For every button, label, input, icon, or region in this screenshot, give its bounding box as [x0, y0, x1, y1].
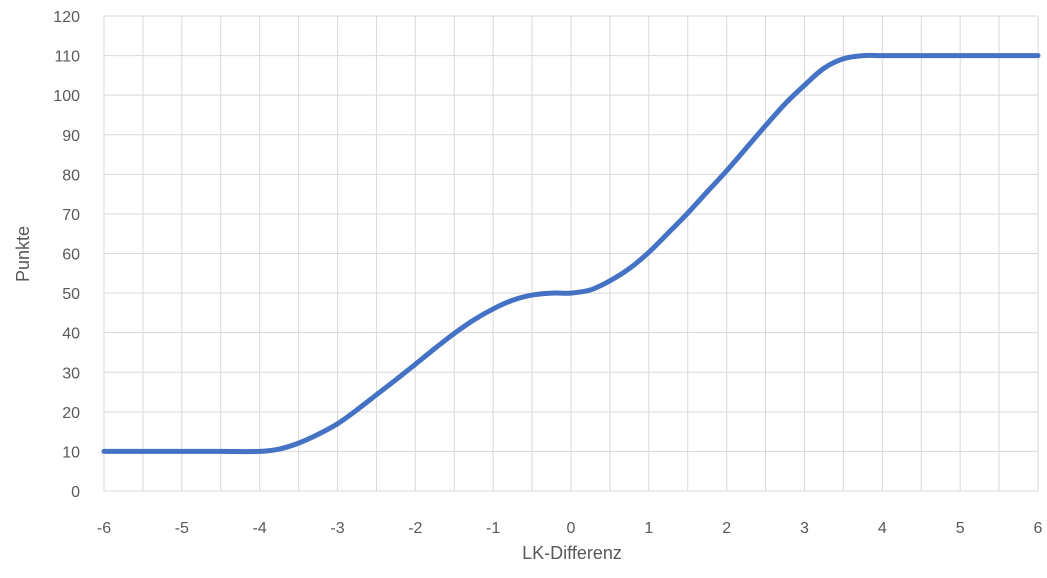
series-line	[101, 52, 1041, 455]
x-tick-label: -1	[486, 520, 500, 537]
y-tick-label: 20	[62, 405, 80, 422]
x-tick-label: -6	[97, 520, 111, 537]
x-axis-ticks: -6 -5 -4 -3 -2 -1 0 1 2 3 4 5 6	[97, 520, 1043, 537]
x-tick-label: -5	[175, 520, 189, 537]
y-tick-label: 40	[62, 326, 80, 343]
x-tick-label: 1	[644, 520, 653, 537]
x-tick-label: -3	[330, 520, 344, 537]
x-tick-label: 2	[722, 520, 731, 537]
x-tick-label: 5	[956, 520, 965, 537]
y-tick-label: 100	[53, 88, 80, 105]
y-tick-label: 50	[62, 286, 80, 303]
grid	[103, 15, 1039, 492]
y-axis-title: Punkte	[13, 226, 33, 282]
series-layer	[101, 52, 1041, 455]
x-axis-title: LK-Differenz	[522, 543, 622, 563]
y-tick-label: 60	[62, 247, 80, 264]
x-tick-label: 4	[878, 520, 887, 537]
y-tick-label: 80	[62, 167, 80, 184]
x-tick-label: 6	[1034, 520, 1043, 537]
y-tick-label: 30	[62, 365, 80, 382]
x-tick-label: -2	[408, 520, 422, 537]
y-tick-label: 0	[71, 484, 80, 501]
y-tick-label: 90	[62, 128, 80, 145]
y-axis-ticks: 0 10 20 30 40 50 60 70 80 90 100 110 120	[53, 9, 80, 501]
y-tick-label: 10	[62, 444, 80, 461]
y-tick-label: 70	[62, 207, 80, 224]
y-tick-label: 120	[53, 9, 80, 26]
x-tick-label: 3	[800, 520, 809, 537]
x-tick-label: 0	[567, 520, 576, 537]
x-tick-label: -4	[253, 520, 267, 537]
y-tick-label: 110	[54, 49, 80, 66]
